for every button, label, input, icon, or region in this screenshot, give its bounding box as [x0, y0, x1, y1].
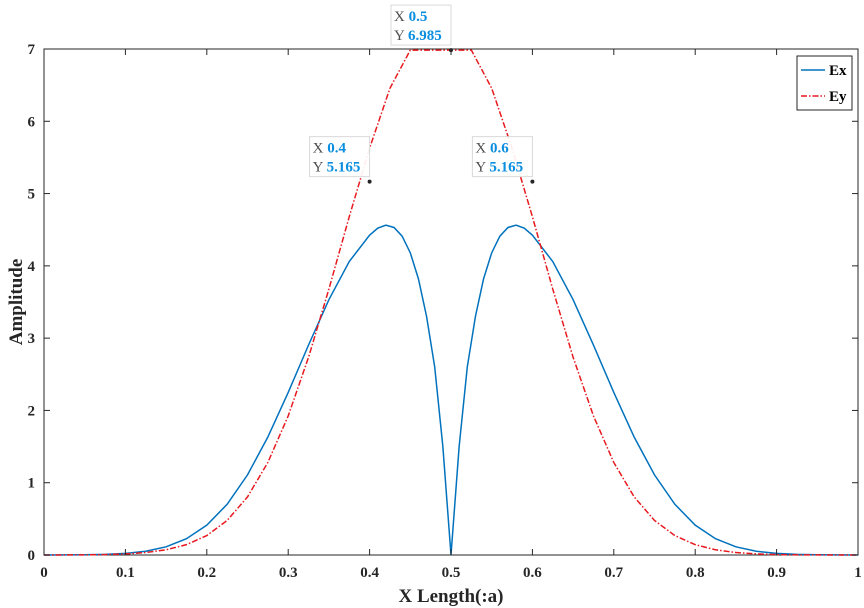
x-tick-label: 0.2 — [197, 565, 216, 581]
x-tick-label: 0.5 — [442, 565, 461, 581]
y-tick-label: 1 — [28, 476, 36, 492]
x-tick-label: 1 — [854, 565, 862, 581]
datatip-y-value: 5.165 — [327, 160, 361, 176]
x-axis: 0 0.1 0.2 0.3 0.4 0.5 0.6 0.7 0.8 0.9 1 — [40, 49, 862, 581]
datatip-x-key: X — [313, 141, 328, 157]
datatip-y-row: Y 5.165 — [313, 160, 361, 176]
y-tick-label: 4 — [28, 259, 36, 275]
datatip-x-row: X 0.6 — [475, 141, 509, 157]
datatip-x-value: 0.5 — [409, 9, 428, 25]
datatip-y-key: Y — [394, 28, 408, 44]
x-tick-label: 0.1 — [116, 565, 135, 581]
datatip-box — [390, 4, 452, 46]
y-tick-label: 2 — [28, 403, 36, 419]
datatip-marker — [530, 179, 535, 184]
x-tick-label: 0.3 — [279, 565, 298, 581]
datatip-x-value: 0.4 — [327, 141, 346, 157]
datatip-y-value: 5.165 — [489, 160, 523, 176]
datatip-box — [309, 136, 371, 178]
datatip-y-row: Y 6.985 — [394, 28, 442, 44]
x-tick-label: 0.6 — [523, 565, 542, 581]
datatip-marker — [449, 48, 453, 53]
y-tick-label: 3 — [28, 331, 36, 347]
legend-box — [796, 55, 853, 111]
datatip-x-row: X 0.5 — [394, 9, 427, 25]
datatip-y-row: Y 5.165 — [475, 160, 523, 176]
x-tick-label: 0.7 — [604, 565, 623, 581]
datatip-box — [471, 136, 533, 178]
legend-label-ey: Ey — [829, 89, 847, 105]
x-tick-label: 0.4 — [360, 565, 379, 581]
datatip-y-key: Y — [475, 160, 489, 176]
x-tick-label: 0.8 — [686, 565, 705, 581]
datatip-y-key: Y — [313, 160, 327, 176]
plot-area — [43, 48, 859, 556]
datatip-marker — [367, 179, 372, 184]
legend: Ex Ey — [796, 55, 853, 111]
y-tick-label: 7 — [28, 42, 36, 58]
y-axis: 0 1 2 3 4 5 6 7 — [28, 42, 858, 564]
x-axis-label: X Length(:a) — [398, 586, 503, 607]
datatip-x-value: 0.6 — [490, 141, 509, 157]
y-tick-label: 0 — [28, 548, 36, 564]
axes-box — [43, 48, 859, 556]
datatip-x-key: X — [394, 9, 409, 25]
datatip-x-key: X — [475, 141, 490, 157]
x-tick-label: 0.9 — [767, 565, 786, 581]
y-tick-label: 5 — [28, 187, 36, 203]
legend-label-ex: Ex — [829, 63, 847, 79]
x-tick-label: 0 — [40, 565, 48, 581]
y-tick-label: 6 — [28, 114, 36, 130]
y-axis-label: Amplitude — [6, 259, 27, 346]
datatip-x-row: X 0.4 — [313, 141, 347, 157]
datatip-y-value: 6.985 — [408, 28, 442, 44]
